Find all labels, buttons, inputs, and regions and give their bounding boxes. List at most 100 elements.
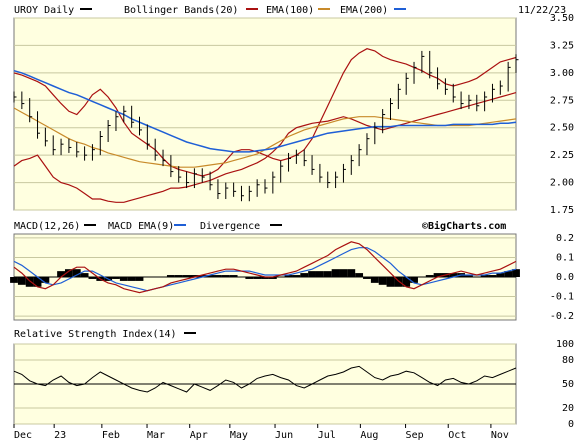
legend-bollinger: Bollinger Bands(20) [124,5,238,16]
divergence-bar [472,277,481,278]
price-axis-tick-label: 3.00 [550,68,574,79]
divergence-bar [214,275,222,277]
divergence-bar [143,277,152,278]
divergence-bar [80,273,89,277]
divergence-bar [41,277,50,283]
divergence-bar [57,271,65,277]
price-axis-tick-label: 3.50 [550,13,574,24]
price-axis-tick-label: 3.25 [550,40,574,51]
divergence-bar [339,269,348,277]
price-axis-tick-label: 2.75 [550,95,574,106]
divergence-bar [300,273,309,277]
divergence-bar [237,277,246,278]
divergence-bar [221,275,230,277]
divergence-bar [394,277,403,287]
rsi-axis-tick-label: 0 [568,419,574,430]
x-tick-label: Dec [14,430,32,441]
x-tick-label: 23 [54,430,66,441]
divergence-bar [33,277,42,287]
price-axis-tick-label: 2.00 [550,178,574,189]
x-tick-label: Nov [491,430,509,441]
divergence-bar [64,269,73,277]
macd-axis-tick-label: 0.0 [556,272,574,283]
macd-ema-label: MACD EMA(9) [108,221,174,232]
divergence-bar [284,275,293,277]
price-axis-tick-label: 1.75 [550,205,574,216]
divergence-bar [229,275,238,277]
rsi-axis-tick-label: 50 [562,379,574,390]
divergence-bar [10,277,18,283]
divergence-bar [182,275,191,277]
divergence-bar [378,277,387,285]
price-axis-tick-label: 2.25 [550,150,574,161]
divergence-bar [151,277,160,278]
divergence-bar [245,277,254,279]
divergence-bar [496,273,505,277]
rsi-header: Relative Strength Index(14) [14,329,196,340]
divergence-bar [323,271,332,277]
divergence-bar [49,277,58,278]
divergence-bar [480,275,489,277]
divergence-bar [315,271,324,277]
divergence-bar [402,277,411,287]
rsi-panel: 100 80 50 20 0 [13,339,574,430]
divergence-bar [88,277,97,279]
divergence-bar [355,273,364,277]
x-tick-label: Oct [448,430,466,441]
macd-header: MACD(12,26) MACD EMA(9) Divergence ©BigC… [14,220,506,232]
bigcharts-watermark: ©BigCharts.com [422,220,506,232]
x-tick-label: Jun [275,430,293,441]
rsi-line [13,365,517,393]
divergence-bar [268,277,277,279]
rsi-axis-tick-label: 20 [562,403,574,414]
bollinger-upper-line [13,48,517,177]
macd-signal-line [13,247,517,292]
x-tick-label: Aug [360,430,378,441]
divergence-bar [159,277,167,278]
divergence-bar [166,275,175,277]
divergence-bar [308,271,316,277]
macd-axis-tick-label: 0.2 [556,233,574,244]
macd-axis-tick-label: 0.1 [556,252,574,263]
price-panel: 3.50 3.25 3.00 2.75 2.50 2.25 2.00 1.75 [13,13,574,216]
divergence-bar [25,277,34,287]
x-tick-label: Jul [318,430,336,441]
divergence-bar [504,271,513,277]
macd-label: MACD(12,26) [14,221,80,232]
divergence-bar [449,273,458,277]
divergence-bar [465,275,473,277]
bollinger-lower-line [13,92,517,203]
divergence-bar [135,277,144,281]
divergence-bar [512,269,520,277]
divergence-bar [17,277,26,285]
x-axis-labels: Dec 23 Feb Mar Apr May Jun Jul Aug Sep Oct Nov [13,424,509,441]
legend-ema100: EMA(100) [266,5,314,16]
divergence-bar [292,275,301,277]
divergence-bar [417,277,426,278]
divergence-bar [198,275,207,277]
ema200-line [13,69,517,153]
divergence-bar [276,277,285,278]
divergence-bar [370,277,379,283]
price-header: UROY Daily Bollinger Bands(20) EMA(100) … [0,0,579,18]
price-title: UROY Daily [14,5,74,16]
divergence-bar [425,275,434,277]
x-tick-label: Mar [147,430,165,441]
divergence-bar [363,277,371,279]
divergence-bar [261,277,269,279]
x-tick-label: Sep [406,430,424,441]
divergence-bar [119,277,128,281]
rsi-title: Relative Strength Index(14) [14,329,177,340]
rsi-axis-tick-label: 80 [562,355,574,366]
divergence-bar [488,275,497,277]
legend-ema200: EMA(200) [340,5,388,16]
macd-axis-tick-label: -0.2 [550,311,574,322]
macd-axis-tick-label: -0.1 [550,292,574,303]
divergence-bar [206,275,215,277]
chart-date: 11/22/23 [518,5,566,16]
divergence-bar [331,269,340,277]
divergence-bar [347,269,356,277]
divergence-label: Divergence [200,221,260,232]
